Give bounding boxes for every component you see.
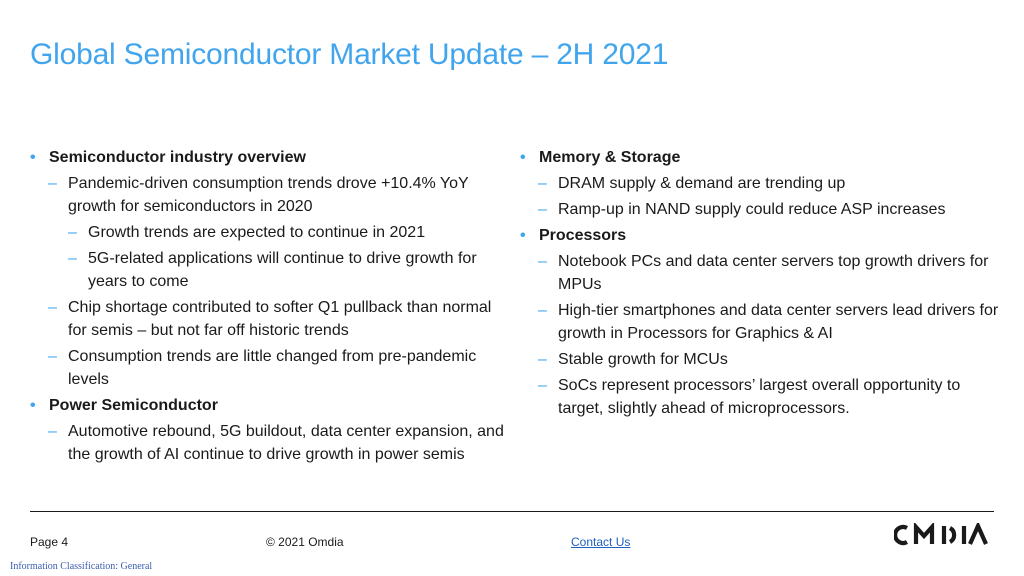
bullet-item: –5G-related applications will continue t… (30, 247, 510, 293)
bullet-text: Memory & Storage (539, 149, 681, 166)
bullet-text: Notebook PCs and data center servers top… (558, 253, 989, 293)
dash-icon: – (538, 253, 547, 270)
bullet-item: – Growth trends are expected to continue … (30, 221, 510, 244)
bullet-text: Semiconductor industry overview (49, 149, 306, 166)
dash-icon: – (48, 348, 57, 365)
footer-divider (30, 511, 994, 512)
bullet-text: Automotive rebound, 5G buildout, data ce… (68, 423, 504, 463)
slide-title: Global Semiconductor Market Update – 2H … (30, 38, 669, 71)
bullet-text: Consumption trends are little changed fr… (68, 348, 477, 388)
bullet-heading: • Semiconductor industry overview (30, 146, 510, 169)
dash-icon: – (538, 377, 547, 394)
dash-icon: – (538, 175, 547, 192)
bullet-text: Chip shortage contributed to softer Q1 p… (68, 299, 492, 339)
bullet-text: Ramp-up in NAND supply could reduce ASP … (558, 201, 946, 218)
dash-icon: – (68, 250, 77, 267)
dash-icon: – (538, 302, 547, 319)
dash-icon: – (538, 351, 547, 368)
copyright: © 2021 Omdia (266, 535, 344, 549)
bullet-icon: • (30, 149, 36, 166)
bullet-item: – DRAM supply & demand are trending up (520, 172, 1000, 195)
bullet-text: Pandemic-driven consumption trends drove… (68, 175, 469, 215)
bullet-item: – Notebook PCs and data center servers to… (520, 250, 1000, 296)
bullet-icon: • (520, 149, 526, 166)
bullet-text: Growth trends are expected to continue i… (88, 224, 426, 241)
bullet-text: Power Semiconductor (49, 397, 218, 414)
bullet-item: – Consumption trends are little changed f… (30, 345, 510, 391)
omdia-logo (893, 520, 994, 547)
bullet-icon: • (30, 397, 36, 414)
bullet-heading: • Memory & Storage (520, 146, 1000, 169)
bullet-heading: • Processors (520, 224, 1000, 247)
dash-icon: – (48, 299, 57, 316)
left-column: • Semiconductor industry overview – Pandemi… (30, 146, 510, 469)
bullet-text: High-tier smartphones and data center se… (558, 302, 999, 342)
dash-icon: – (48, 175, 57, 192)
bullet-icon: • (520, 227, 526, 244)
bullet-text: Processors (539, 227, 627, 244)
bullet-item: – Automotive rebound, 5G buildout, data c… (30, 420, 510, 466)
bullet-heading: • Power Semiconductor (30, 394, 510, 417)
contact-us-link[interactable]: Contact Us (571, 535, 631, 549)
bullet-text: 5G-related applications will continue to… (88, 250, 477, 290)
bullet-item: – High-tier smartphones and data center s… (520, 299, 1000, 345)
bullet-item: – SoCs represent processors’ largest over… (520, 374, 1000, 420)
bullet-item: – Stable growth for MCUs (520, 348, 1000, 371)
dash-icon: – (68, 224, 77, 241)
bullet-item: – Pandemic-driven consumption trends drov… (30, 172, 510, 218)
bullet-text: Stable growth for MCUs (558, 351, 728, 368)
omdia-logo-icon (893, 520, 988, 546)
page-number: Page 4 (30, 535, 69, 549)
bullet-item: – Ramp-up in NAND supply could reduce ASP… (520, 198, 1000, 221)
information-classification: Information Classification: General (10, 561, 153, 572)
right-column: • Memory & Storage – DRAM supply & demand a… (520, 146, 1000, 423)
dash-icon: – (48, 423, 57, 440)
bullet-text: SoCs represent processors’ largest overa… (558, 377, 961, 417)
dash-icon: – (538, 201, 547, 218)
bullet-item: – Chip shortage contributed to softer Q1 … (30, 296, 510, 342)
bullet-text: DRAM supply & demand are trending up (558, 175, 846, 192)
